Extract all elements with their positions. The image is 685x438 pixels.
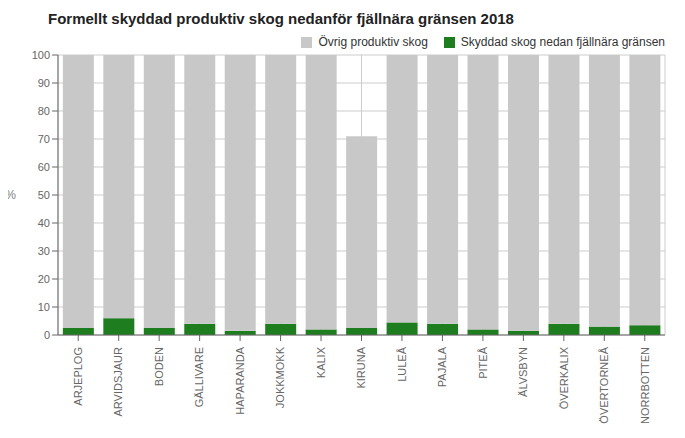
svg-text:PAJALA: PAJALA — [436, 346, 448, 387]
svg-text:GÄLLIVARE: GÄLLIVARE — [193, 347, 205, 407]
svg-text:PITEÅ: PITEÅ — [477, 346, 489, 378]
svg-text:%: % — [8, 188, 16, 202]
svg-text:70: 70 — [38, 133, 50, 145]
svg-text:ÖVERTORNEÅ: ÖVERTORNEÅ — [598, 346, 610, 423]
svg-text:LULEÅ: LULEÅ — [396, 346, 408, 382]
svg-text:ÖVERKALIX: ÖVERKALIX — [558, 346, 570, 409]
svg-text:ARVIDSJAUR: ARVIDSJAUR — [113, 347, 125, 417]
svg-text:40: 40 — [38, 217, 50, 229]
svg-text:ÄLVSBYN: ÄLVSBYN — [517, 347, 529, 397]
svg-text:ARJEPLOG: ARJEPLOG — [72, 347, 84, 406]
svg-text:20: 20 — [38, 273, 50, 285]
html-text:Formellt skyddad produktiv sko: Formellt skyddad produktiv skog nedanför… — [48, 10, 514, 27]
html-text:Övrig produktiv skog: Övrig produktiv skog — [318, 35, 428, 49]
svg-text:BODEN: BODEN — [153, 347, 165, 386]
svg-text:100: 100 — [32, 49, 50, 61]
svg-text:JOKKMOKK: JOKKMOKK — [274, 346, 286, 408]
html-text:Skyddad skog nedan fjällnära g: Skyddad skog nedan fjällnära gränsen — [460, 35, 665, 49]
svg-text:10: 10 — [38, 301, 50, 313]
svg-text:30: 30 — [38, 245, 50, 257]
svg-text:NORRBOTTEN: NORRBOTTEN — [639, 347, 651, 424]
svg-text:50: 50 — [38, 189, 50, 201]
svg-text:HAPARANDA: HAPARANDA — [234, 346, 246, 414]
svg-text:90: 90 — [38, 77, 50, 89]
svg-text:60: 60 — [38, 161, 50, 173]
svg-text:80: 80 — [38, 105, 50, 117]
svg-text:KIRUNA: KIRUNA — [355, 346, 367, 388]
svg-text:0: 0 — [44, 329, 50, 341]
svg-text:KALIX: KALIX — [315, 346, 327, 378]
